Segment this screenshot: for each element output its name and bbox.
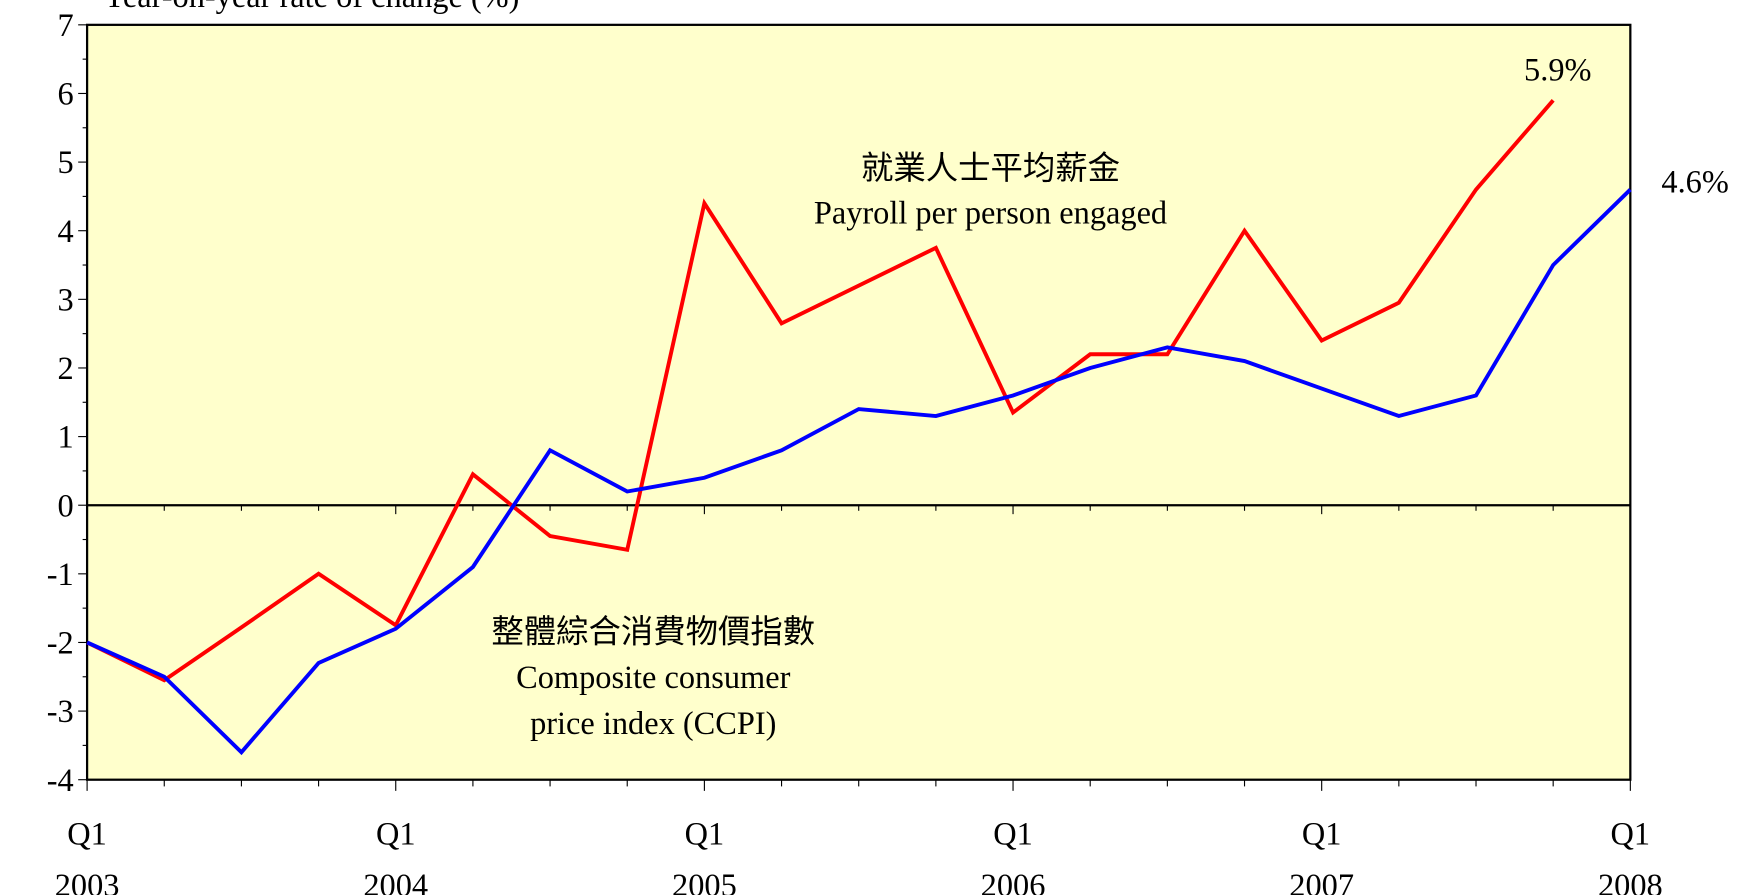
series-annotation: 就業人士平均薪金 — [861, 151, 1120, 187]
y-tick-label: 4 — [58, 214, 74, 250]
x-tick-label-line: Q1 — [1302, 816, 1342, 852]
y-tick-label: 0 — [58, 488, 74, 524]
x-tick-label-line: Q1 — [993, 816, 1033, 852]
x-tick-label-line: 2007 — [1289, 868, 1354, 895]
series-annotation: price index (CCPI) — [530, 706, 776, 742]
y-axis-label: Year-on-year rate of change (%) — [103, 0, 520, 15]
series-line — [86, 188, 1632, 756]
y-tick-label: 5 — [58, 145, 74, 181]
y-tick-label: -3 — [47, 694, 74, 730]
x-tick-label-line: Q1 — [685, 816, 725, 852]
x-tick-label-line: Q1 — [376, 816, 416, 852]
series-annotation: Composite consumer — [516, 660, 790, 696]
x-tick-label: Q1 2007 — [1289, 816, 1354, 895]
x-tick-label: Q1 2006 — [981, 816, 1046, 895]
y-tick-label: 2 — [58, 351, 74, 387]
x-tick-label: Q1 2005 — [672, 816, 737, 895]
y-tick-label: 1 — [58, 420, 74, 456]
x-tick-label-line: 2006 — [981, 868, 1046, 895]
series-annotation: Payroll per person engaged — [814, 196, 1167, 232]
series-line — [86, 99, 1555, 683]
x-tick-label-line: 2008 — [1598, 868, 1663, 895]
x-tick-label-line: 2004 — [363, 868, 428, 895]
x-tick-label-line: 2005 — [672, 868, 737, 895]
value-label: 5.9% — [1524, 53, 1591, 89]
y-tick-label: 7 — [58, 8, 74, 44]
y-tick-label: -4 — [47, 763, 74, 799]
plot-frame — [85, 23, 1632, 781]
series-annotation: 整體綜合消費物價指數 — [491, 614, 815, 650]
x-tick-label-line: Q1 — [67, 816, 107, 852]
x-tick-label-line: Q1 — [1611, 816, 1651, 852]
y-tick-label: 6 — [58, 77, 74, 113]
value-label: 4.6% — [1661, 164, 1728, 200]
y-tick-label: 3 — [58, 283, 74, 319]
x-tick-label: Q1 2003 — [55, 816, 120, 895]
x-tick-label: Q1 2004 — [363, 816, 428, 895]
x-tick-label: Q1 2008 — [1598, 816, 1663, 895]
x-tick-label-line: 2003 — [55, 868, 120, 895]
y-tick-label: -2 — [47, 626, 74, 662]
y-tick-label: -1 — [47, 557, 74, 593]
plot-area — [87, 24, 1631, 780]
